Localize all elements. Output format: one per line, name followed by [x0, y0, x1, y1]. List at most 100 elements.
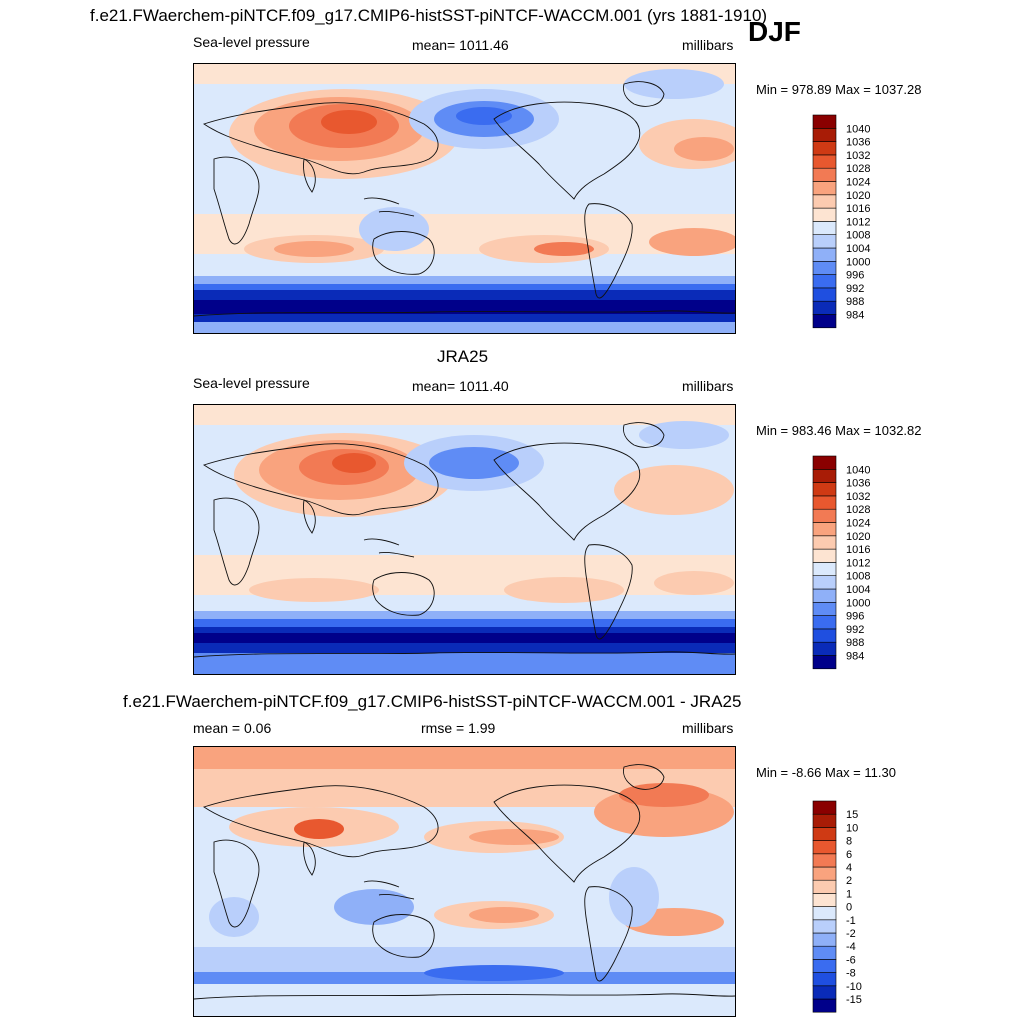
colorbar-tick-label: 2: [846, 875, 852, 887]
colorbar-tick-label: 992: [846, 283, 864, 295]
contour-cell: [469, 907, 539, 923]
colorbar-box: [812, 127, 837, 142]
colorbar-tick-label: 1024: [846, 177, 870, 189]
contour-cell: [359, 207, 429, 251]
colorbar-box: [812, 602, 837, 616]
contour-cell: [654, 571, 734, 595]
panel2-map: [193, 404, 736, 675]
colorbar-box: [812, 274, 837, 289]
contour-band: [194, 653, 735, 674]
contour-cell: [534, 242, 594, 256]
colorbar-tick-label: -10: [846, 981, 862, 993]
colorbar-tick-label: 1012: [846, 557, 870, 569]
contour-cell: [674, 137, 734, 161]
colorbar-box: [812, 588, 837, 603]
colorbar-tick-label: 1004: [846, 243, 870, 255]
contour-cell: [469, 829, 559, 845]
colorbar-box: [812, 141, 837, 156]
contour-band: [194, 405, 735, 425]
colorbar-tick-label: 984: [846, 651, 864, 663]
colorbar-box: [812, 314, 837, 329]
colorbar-tick-label: 1004: [846, 584, 870, 596]
colorbar-box: [812, 906, 837, 921]
panel1-map: [193, 63, 736, 334]
contour-cell: [424, 965, 564, 981]
colorbar-tick-label: 992: [846, 624, 864, 636]
colorbar-tick-label: 1008: [846, 571, 870, 583]
contour-cell: [249, 578, 379, 602]
colorbar-box: [812, 548, 837, 563]
colorbar-box: [812, 194, 837, 209]
colorbar-tick-label: -2: [846, 928, 856, 940]
panel1-title: f.e21.FWaerchem-piNTCF.f09_g17.CMIP6-his…: [90, 6, 768, 25]
contour-cell: [321, 110, 377, 134]
colorbar-box: [812, 455, 837, 470]
panel3-map-svg: [194, 747, 735, 1016]
panel1-map-svg: [194, 64, 735, 333]
colorbar-box: [812, 800, 837, 815]
contour-cell: [334, 889, 414, 925]
colorbar-box: [812, 575, 837, 590]
contour-band: [194, 633, 735, 643]
colorbar-box: [812, 522, 837, 537]
colorbar-box: [812, 167, 837, 182]
colorbar-box: [812, 508, 837, 523]
contour-band: [194, 984, 735, 1016]
colorbar-tick-label: 10: [846, 822, 858, 834]
colorbar-tick-label: 1032: [846, 150, 870, 162]
colorbar-tick-label: 1016: [846, 544, 870, 556]
colorbar-box: [812, 495, 837, 510]
contour-band: [194, 259, 735, 279]
contour-cell: [429, 447, 519, 479]
contour-cell: [614, 465, 734, 515]
colorbar-tick-label: 6: [846, 849, 852, 861]
colorbar-box: [812, 181, 837, 196]
contour-cell: [639, 421, 729, 449]
colorbar-tick-label: 1024: [846, 518, 870, 530]
contour-band: [194, 611, 735, 621]
colorbar-box: [812, 562, 837, 577]
contour-cell: [609, 867, 659, 927]
colorbar-tick-label: -8: [846, 968, 856, 980]
colorbar-tick-label: 4: [846, 862, 852, 874]
colorbar-box: [812, 972, 837, 987]
contour-band: [194, 619, 735, 629]
colorbar-box: [812, 998, 837, 1013]
colorbar-box: [812, 879, 837, 894]
colorbar-box: [812, 641, 837, 656]
panel2-variable-label: Sea-level pressure: [193, 375, 310, 391]
colorbar-tick-label: 1036: [846, 478, 870, 490]
panel3-minmax: Min = -8.66 Max = 11.30: [756, 765, 896, 780]
colorbar-box: [812, 114, 837, 129]
contour-cell: [619, 783, 709, 807]
colorbar-box: [812, 655, 837, 670]
coastlines: [194, 764, 735, 1000]
colorbar-tick-label: 8: [846, 836, 852, 848]
contour-cell: [504, 577, 624, 603]
colorbar-box: [812, 813, 837, 828]
contour-cell: [624, 69, 724, 99]
colorbar-tick-label: 988: [846, 296, 864, 308]
colorbar-box: [812, 615, 837, 630]
colorbar-tick-label: 1000: [846, 256, 870, 268]
colorbar-box: [812, 207, 837, 222]
colorbar-tick-label: 988: [846, 637, 864, 649]
colorbar-box: [812, 247, 837, 262]
panel2-mean-label: mean= 1011.40: [412, 378, 509, 394]
contour-band: [194, 284, 735, 292]
colorbar-tick-label: -4: [846, 941, 856, 953]
colorbar-box: [812, 853, 837, 868]
colorbar-tick-label: 1040: [846, 123, 870, 135]
panel3-units-label: millibars: [682, 720, 734, 736]
panel2-minmax: Min = 983.46 Max = 1032.82: [756, 423, 922, 438]
contour-cell: [332, 453, 376, 473]
colorbar-tick-label: -1: [846, 915, 856, 927]
colorbar-box: [812, 287, 837, 302]
colorbar-box: [812, 840, 837, 855]
coastlines: [194, 81, 735, 317]
panel1-minmax: Min = 978.89 Max = 1037.28: [756, 82, 922, 97]
contour-cell: [274, 241, 354, 257]
colorbar-box: [812, 827, 837, 841]
